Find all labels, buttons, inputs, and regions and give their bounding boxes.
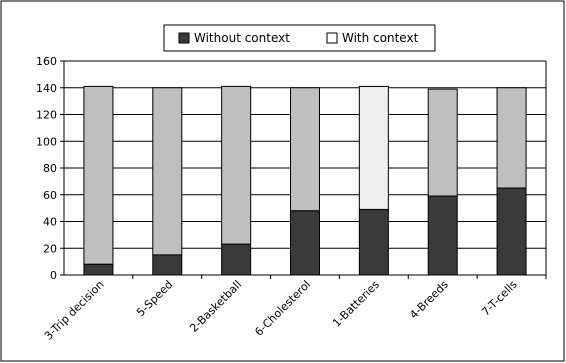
bar-without-context: [221, 243, 252, 276]
bar-with-context: [152, 87, 183, 256]
y-tick-label: 20: [43, 242, 57, 255]
bar-with-context: [221, 85, 252, 245]
bar-without-context: [290, 210, 320, 276]
bar-without-context: [358, 208, 389, 276]
bar-with-context: [496, 87, 527, 189]
bar-without-context: [496, 187, 527, 276]
bar-without-context: [152, 254, 183, 276]
legend-swatch-with-context: [326, 32, 338, 44]
y-tick-label: 100: [36, 135, 57, 148]
y-tick-label: 0: [50, 269, 57, 282]
y-tick-label: 140: [36, 82, 57, 95]
y-tick-label: 120: [36, 109, 57, 122]
legend-label-without-context: Without context: [194, 31, 290, 45]
y-tick-label: 60: [43, 189, 57, 202]
bar-with-context: [290, 87, 320, 212]
y-tick-label: 80: [43, 162, 57, 175]
legend-swatch-without-context: [178, 32, 190, 44]
y-tick-label: 160: [36, 55, 57, 68]
legend-box: [163, 24, 436, 52]
bar-without-context: [427, 195, 458, 276]
bar-with-context: [358, 85, 389, 210]
bar-with-context: [83, 85, 114, 265]
legend: Without context With context: [163, 24, 436, 52]
bar-without-context: [83, 263, 114, 276]
bar-with-context: [427, 88, 458, 197]
legend-label-with-context: With context: [342, 31, 419, 45]
y-tick-label: 40: [43, 216, 57, 229]
